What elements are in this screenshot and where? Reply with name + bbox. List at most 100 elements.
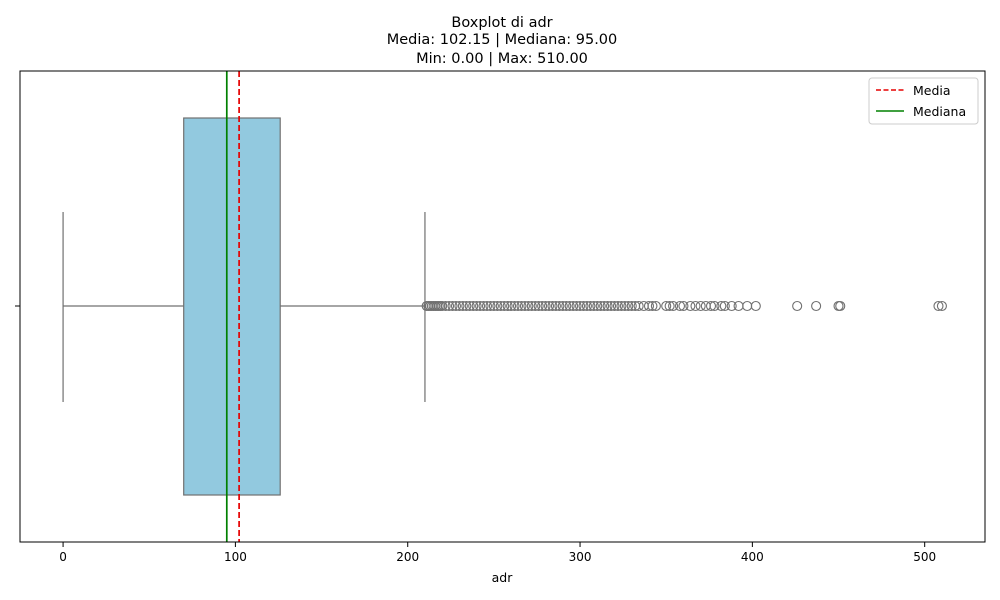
outlier-point bbox=[619, 300, 630, 312]
outlier-point bbox=[602, 300, 613, 312]
outlier-point bbox=[540, 300, 551, 312]
outlier-point bbox=[690, 300, 701, 312]
outlier-point bbox=[811, 300, 822, 312]
outlier-point bbox=[599, 300, 610, 312]
outlier-point bbox=[695, 300, 706, 312]
outlier-point bbox=[661, 300, 672, 312]
outlier-point bbox=[588, 300, 599, 312]
outlier-point bbox=[475, 300, 486, 312]
outlier-point bbox=[519, 300, 530, 312]
outlier-point bbox=[485, 300, 496, 312]
outlier-point bbox=[626, 300, 637, 312]
outlier-point bbox=[612, 300, 624, 312]
outlier-point bbox=[530, 300, 541, 312]
outlier-point bbox=[742, 300, 753, 312]
outlier-point bbox=[664, 300, 675, 312]
outlier-point bbox=[512, 300, 524, 312]
x-tick-label: 400 bbox=[741, 550, 764, 564]
outlier-point bbox=[638, 300, 649, 312]
outlier-point bbox=[609, 300, 620, 312]
outlier-point bbox=[502, 300, 513, 312]
outlier-point bbox=[581, 300, 592, 312]
outlier-point bbox=[437, 300, 448, 312]
iqr-box bbox=[183, 117, 281, 496]
outlier-point bbox=[606, 300, 617, 312]
outlier-point bbox=[471, 300, 482, 312]
x-tick-label: 300 bbox=[569, 550, 592, 564]
outlier-point bbox=[700, 300, 711, 312]
x-tick-label: 0 bbox=[59, 550, 67, 564]
chart-title-group: Boxplot di adr Media: 102.15 | Mediana: … bbox=[387, 15, 618, 67]
outlier-point bbox=[574, 300, 586, 312]
outlier-point bbox=[647, 300, 658, 312]
outlier-point bbox=[633, 300, 644, 312]
outlier-point bbox=[616, 300, 627, 312]
legend-mediana-label: Mediana bbox=[913, 104, 966, 119]
outlier-point bbox=[447, 300, 458, 312]
outlier-point bbox=[668, 300, 679, 312]
outlier-point bbox=[464, 300, 475, 312]
chart-subtitle-stats: Media: 102.15 | Mediana: 95.00 bbox=[387, 32, 618, 48]
legend-frame bbox=[868, 77, 979, 125]
outlier-point bbox=[750, 300, 761, 312]
chart-subtitle-range: Min: 0.00 | Max: 510.00 bbox=[416, 51, 588, 67]
chart-title: Boxplot di adr bbox=[451, 15, 552, 31]
outlier-point bbox=[488, 300, 499, 312]
outlier-point bbox=[592, 300, 603, 312]
outlier-point bbox=[440, 300, 451, 312]
outlier-point bbox=[716, 300, 727, 312]
outlier-point bbox=[674, 300, 686, 312]
outlier-point bbox=[516, 300, 527, 312]
outlier-point bbox=[733, 300, 744, 312]
outlier-point bbox=[444, 300, 455, 312]
outlier-point bbox=[705, 300, 717, 312]
x-tick-label: 500 bbox=[913, 550, 936, 564]
x-tick-label: 200 bbox=[396, 550, 419, 564]
outlier-point bbox=[537, 300, 548, 312]
outlier-point bbox=[571, 300, 582, 312]
outlier-point bbox=[550, 300, 561, 312]
outlier-point bbox=[623, 300, 634, 312]
outlier-point bbox=[450, 300, 462, 312]
outlier-point bbox=[678, 300, 689, 312]
outlier-point bbox=[564, 300, 575, 312]
outlier-point bbox=[578, 300, 589, 312]
outliers-group bbox=[421, 300, 947, 312]
outlier-point bbox=[792, 300, 803, 312]
outlier-point bbox=[526, 300, 537, 312]
outlier-point bbox=[457, 300, 468, 312]
x-tick-label: 100 bbox=[224, 550, 247, 564]
outlier-point bbox=[495, 300, 506, 312]
outlier-point bbox=[933, 300, 944, 312]
outlier-point bbox=[726, 300, 737, 312]
outlier-point bbox=[643, 300, 655, 312]
outlier-point bbox=[492, 300, 503, 312]
outlier-point bbox=[554, 300, 565, 312]
outlier-point bbox=[709, 300, 720, 312]
outlier-point bbox=[523, 300, 534, 312]
legend: Media Mediana bbox=[868, 77, 979, 125]
outlier-point bbox=[468, 300, 479, 312]
outlier-point bbox=[650, 300, 661, 312]
outlier-point bbox=[533, 300, 544, 312]
legend-media-label: Media bbox=[913, 83, 951, 98]
outlier-point bbox=[509, 300, 520, 312]
outlier-point bbox=[561, 300, 572, 312]
outlier-point bbox=[481, 300, 493, 312]
plot-area bbox=[62, 71, 947, 542]
outlier-point bbox=[499, 300, 510, 312]
x-axis: 0 100 200 300 400 500 bbox=[59, 542, 936, 564]
outlier-point bbox=[506, 300, 517, 312]
outlier-point bbox=[685, 300, 696, 312]
outlier-point bbox=[585, 300, 596, 312]
outlier-point bbox=[719, 300, 730, 312]
outlier-point bbox=[936, 300, 947, 312]
outlier-point bbox=[543, 300, 555, 312]
outlier-point bbox=[568, 300, 579, 312]
outlier-point bbox=[835, 300, 846, 312]
outlier-point bbox=[478, 300, 489, 312]
outlier-point bbox=[461, 300, 472, 312]
outlier-point bbox=[595, 300, 606, 312]
outlier-point bbox=[557, 300, 568, 312]
